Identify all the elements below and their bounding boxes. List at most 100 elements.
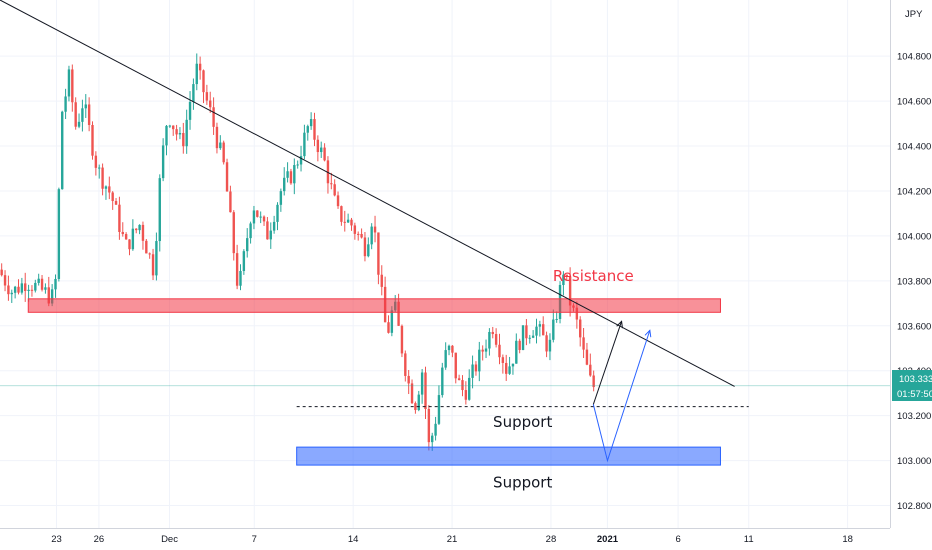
candle-body: [464, 390, 468, 400]
candle-body: [488, 331, 491, 349]
y-tick-label: 104.800: [897, 52, 931, 63]
last-price-value: 103.333: [899, 374, 932, 385]
candle-body: [50, 289, 54, 304]
candle-body: [124, 234, 128, 240]
candle-body: [397, 301, 400, 326]
candle-body: [468, 377, 471, 400]
x-tick-label: 7: [252, 534, 257, 545]
x-tick-label: 11: [744, 534, 754, 545]
candle-body: [336, 195, 340, 207]
candle-body: [565, 274, 568, 277]
candle-body: [505, 362, 508, 374]
candle-body: [478, 349, 481, 372]
candle-body: [151, 254, 155, 276]
candle-body: [249, 223, 252, 239]
candle-body: [209, 100, 212, 108]
candle-body: [431, 435, 434, 443]
candle-body: [64, 96, 67, 112]
candle-body: [212, 107, 215, 127]
candle-body: [481, 349, 484, 352]
support-label-lower: Support: [493, 474, 552, 492]
x-axis[interactable]: 23 26 Dec 7 14 21 28 2021 6 11 18: [51, 534, 853, 545]
candle-body: [215, 126, 219, 149]
candle-body: [246, 238, 249, 252]
candle-body: [266, 221, 269, 240]
candle-body: [575, 307, 579, 320]
candle-body: [491, 331, 494, 335]
candle-body: [417, 394, 420, 411]
candle-body: [538, 324, 542, 327]
candle-body: [447, 345, 451, 351]
candle-body: [592, 375, 595, 388]
candle-body: [289, 171, 293, 184]
candle-body: [373, 226, 377, 233]
candle-body: [148, 253, 151, 255]
candle-body: [461, 380, 464, 391]
candle-body: [410, 383, 414, 404]
candle-body: [377, 232, 380, 275]
candle-body: [57, 189, 61, 279]
candle-body: [195, 63, 198, 85]
candle-body: [17, 286, 20, 293]
candle-body: [185, 119, 188, 147]
candle-body: [13, 286, 17, 293]
candle-body: [158, 178, 161, 242]
candle-body: [108, 186, 111, 193]
countdown: 01:57:50: [897, 389, 932, 400]
candle-body: [37, 278, 40, 283]
y-tick-label: 104.400: [897, 142, 931, 153]
candle-body: [545, 335, 548, 352]
y-tick-label: 104.200: [897, 186, 931, 197]
candle-body: [138, 224, 141, 231]
trendline: [0, 0, 735, 387]
candles: [0, 53, 595, 451]
candle-body: [296, 164, 299, 166]
y-axis[interactable]: 102.800103.000103.200103.400103.600103.8…: [897, 52, 931, 512]
candle-body: [262, 216, 266, 222]
x-tick-label: 14: [348, 534, 359, 545]
candle-body: [333, 184, 336, 196]
candle-body: [521, 325, 525, 350]
candle-body: [501, 357, 505, 363]
candle-body: [259, 216, 262, 218]
candle-body: [104, 186, 108, 189]
candle-body: [87, 104, 91, 125]
candle-body: [30, 289, 34, 291]
candle-body: [515, 340, 518, 364]
candle-body: [326, 160, 330, 184]
candle-body: [101, 167, 104, 189]
x-tick-label: 18: [842, 534, 853, 545]
candle-body: [320, 147, 323, 153]
candle-body: [175, 129, 178, 135]
candle-body: [357, 233, 360, 235]
x-tick-label: 21: [447, 534, 458, 545]
candle-body: [161, 145, 165, 179]
candle-body: [555, 318, 558, 320]
candle-body: [390, 310, 394, 333]
x-tick-label: 2021: [597, 534, 619, 545]
candle-body: [346, 219, 350, 223]
projection-path: [592, 321, 623, 405]
candle-body: [47, 287, 50, 304]
candle-body: [437, 395, 441, 424]
candle-body: [498, 344, 501, 358]
support-zone: [296, 446, 721, 466]
candle-body: [434, 423, 437, 436]
candle-body: [3, 275, 7, 286]
candle-body: [367, 244, 370, 257]
candle-body: [98, 167, 101, 169]
annotations: Resistance Support Support: [0, 0, 890, 492]
candle-body: [111, 192, 114, 202]
candle-body: [192, 84, 195, 102]
candle-body: [323, 147, 326, 161]
candle-body: [242, 251, 246, 272]
candle-body: [316, 139, 320, 153]
candle-body: [155, 241, 158, 276]
x-tick-label: 6: [675, 534, 680, 545]
candle-body: [511, 363, 515, 367]
candle-body: [363, 237, 367, 257]
y-tick-label: 103.200: [897, 411, 931, 422]
candle-body: [471, 364, 474, 378]
y-tick-label: 102.800: [897, 501, 931, 512]
